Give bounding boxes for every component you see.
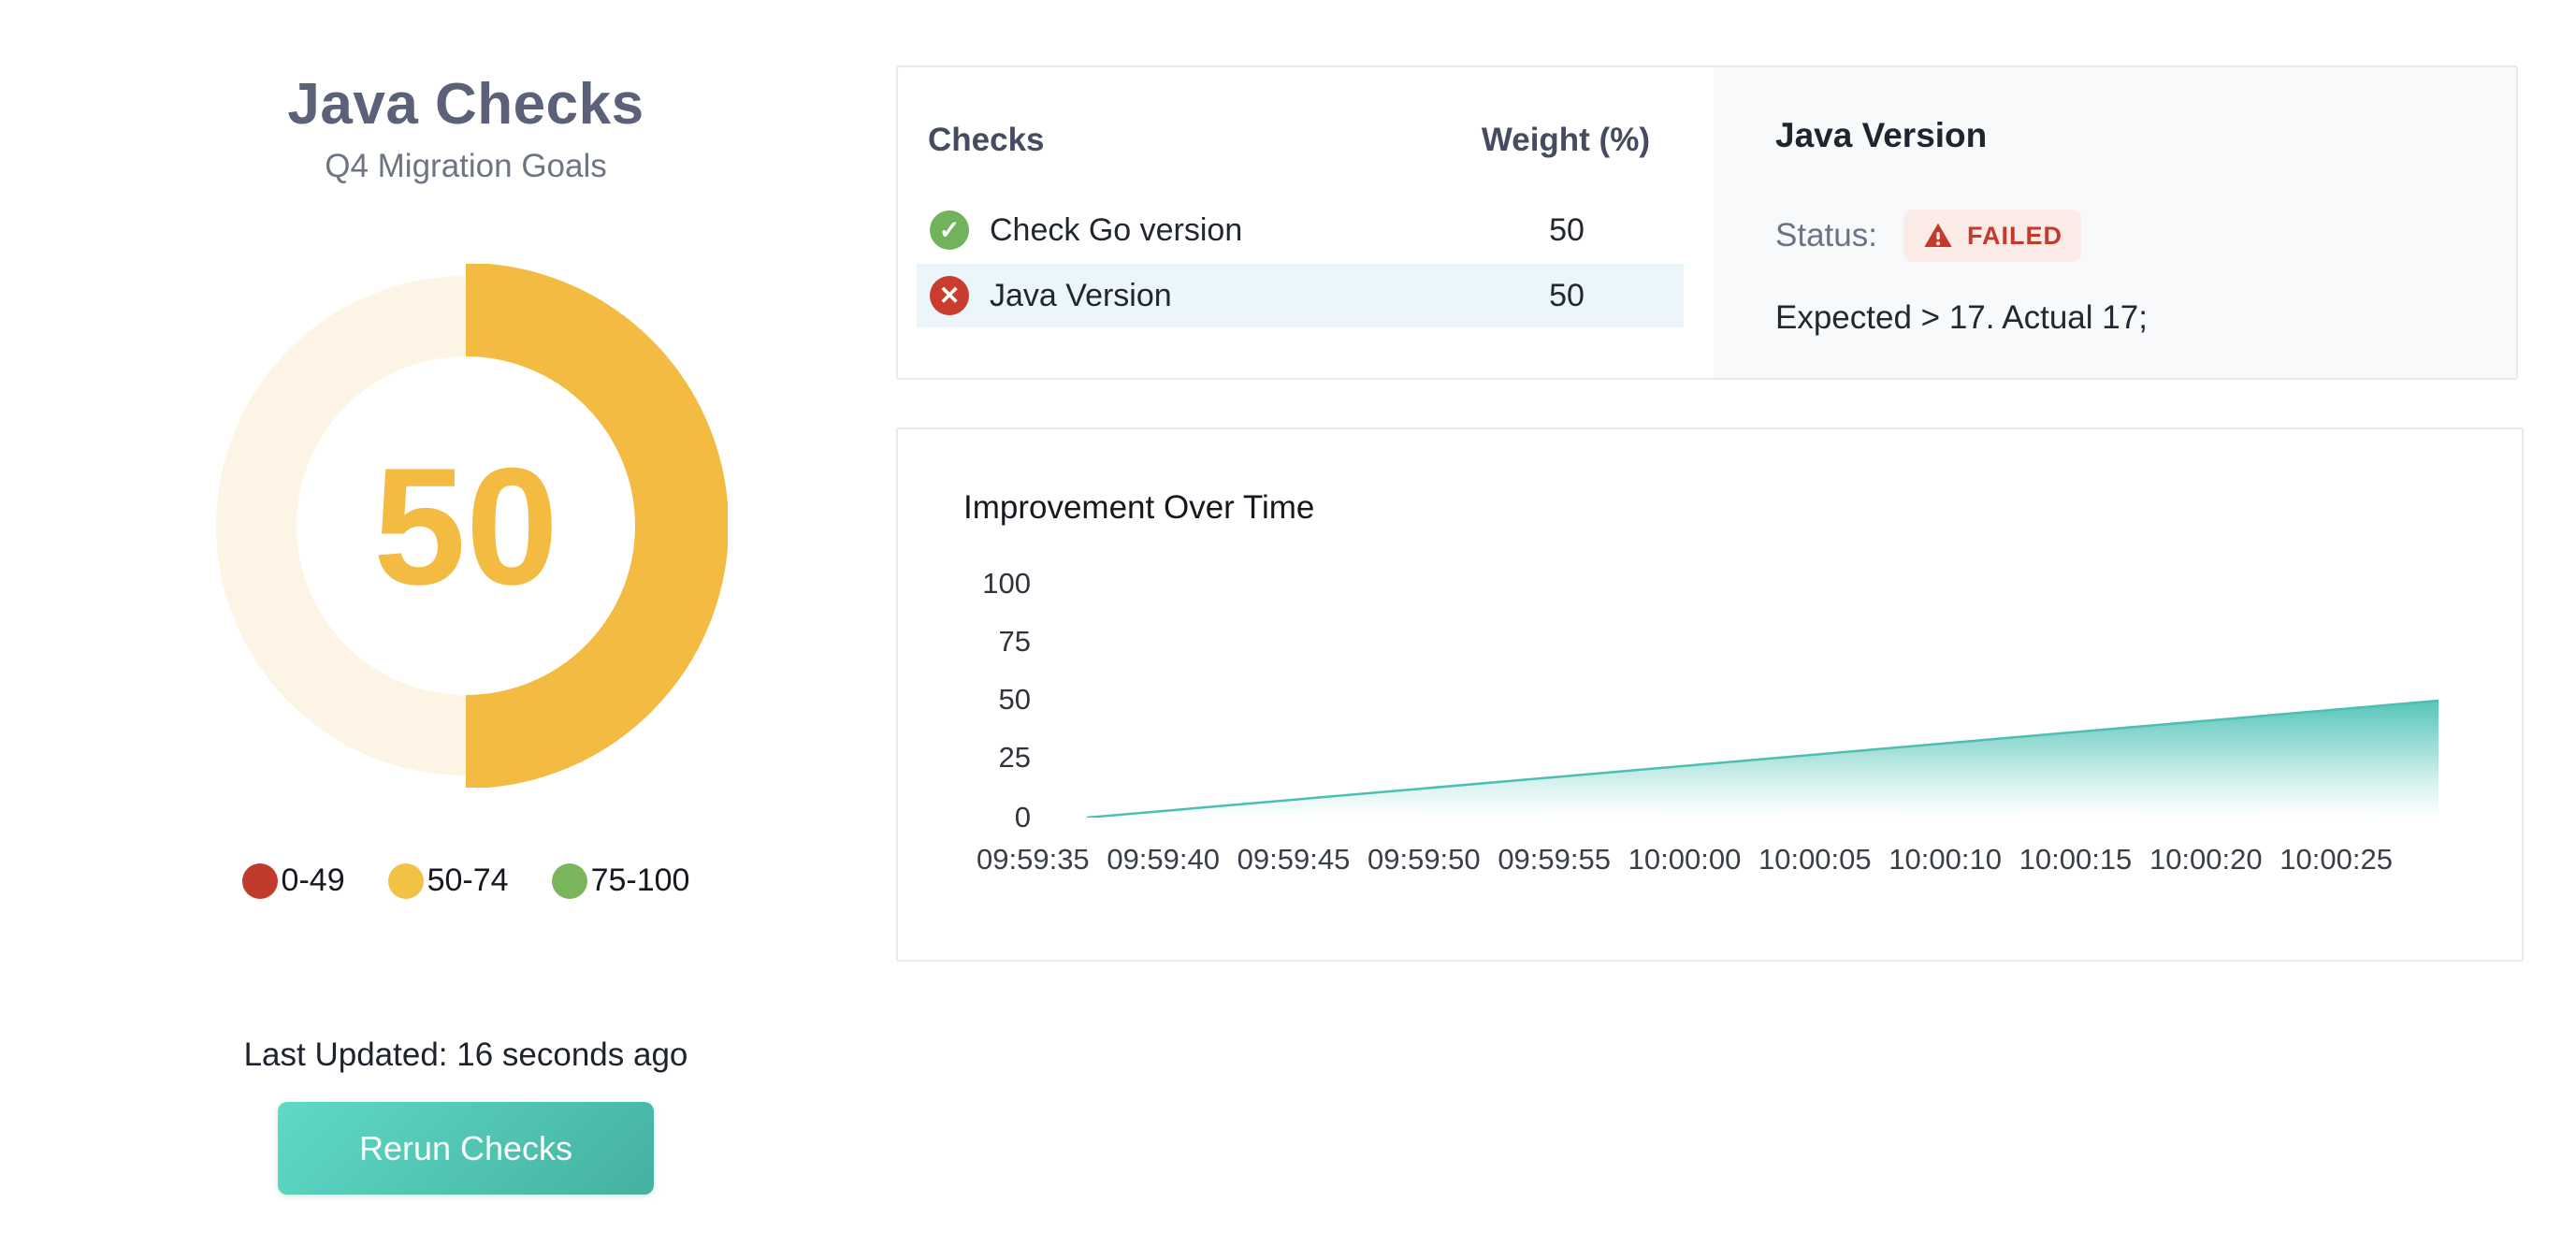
check-name: Check Go version (990, 211, 1243, 248)
check-name: Java Version (990, 277, 1172, 313)
chart-title: Improvement Over Time (963, 489, 1315, 526)
x-tick: 10:00:15 (2019, 843, 2133, 876)
x-tick: 09:59:55 (1498, 843, 1611, 876)
column-header-checks: Checks (928, 122, 1045, 158)
table-row-java-version[interactable]: ✕ Java Version 50 (917, 264, 1684, 327)
x-tick: 09:59:45 (1237, 843, 1351, 876)
x-tick: 10:00:00 (1628, 843, 1742, 876)
detail-title: Java Version (1775, 116, 1988, 154)
legend-label: 75-100 (590, 862, 690, 898)
table-row-check-go-version[interactable]: ✓ Check Go version 50 (917, 198, 1684, 262)
check-detail-panel: Java Version Status: FAILED Expected > 1… (1714, 67, 2516, 378)
last-updated-text: Last Updated: 16 seconds ago (243, 1036, 688, 1073)
legend-red-dot-icon (241, 862, 278, 899)
y-tick: 100 (982, 567, 1031, 600)
warning-triangle-icon (1924, 223, 1952, 247)
y-tick: 0 (1014, 801, 1031, 833)
status-label: Status: (1775, 217, 1877, 254)
page-subtitle: Q4 Migration Goals (325, 148, 607, 184)
check-weight: 50 (1549, 211, 1585, 248)
chart-y-axis: 100 75 50 25 0 (898, 429, 1031, 960)
chart-x-axis: 09:59:35 09:59:40 09:59:45 09:59:50 09:5… (977, 843, 2393, 877)
gauge-score-text: 50 (373, 433, 558, 619)
legend-green-dot-icon (551, 862, 587, 899)
y-tick: 75 (998, 625, 1031, 658)
gauge-legend: 0-49 50-74 75-100 (0, 862, 932, 899)
rerun-checks-button[interactable]: Rerun Checks (278, 1102, 654, 1195)
gauge-donut: 50 (216, 263, 729, 789)
x-tick: 09:59:50 (1367, 843, 1481, 876)
checks-table: Checks Weight (%) ✓ Check Go version 50 … (898, 67, 1714, 378)
x-tick: 09:59:35 (977, 843, 1090, 876)
legend-item-low: 0-49 (241, 862, 345, 899)
improvement-chart-card: Improvement Over Time 100 75 50 25 0 (896, 427, 2524, 962)
x-tick: 09:59:40 (1107, 843, 1220, 876)
chart-plot-area (1087, 584, 2439, 818)
gauge-value-arc (465, 263, 729, 789)
legend-label: 50-74 (427, 862, 509, 898)
column-header-weight: Weight (%) (1481, 122, 1650, 158)
improvement-area-series (1087, 699, 2439, 818)
area-top-line (1087, 699, 2439, 818)
detail-message: Expected > 17. Actual 17; (1775, 299, 2148, 336)
status-badge: FAILED (1903, 210, 2081, 262)
legend-item-mid: 50-74 (387, 862, 509, 899)
checks-card: Checks Weight (%) ✓ Check Go version 50 … (896, 65, 2518, 380)
x-tick: 10:00:25 (2279, 843, 2393, 876)
checks-table-header: Checks Weight (%) (898, 122, 1714, 159)
legend-item-high: 75-100 (551, 862, 690, 899)
x-tick: 10:00:10 (1889, 843, 2002, 876)
score-gauge: 50 (204, 263, 729, 789)
check-failed-icon: ✕ (930, 276, 969, 315)
legend-label: 0-49 (281, 862, 345, 898)
check-weight: 50 (1549, 277, 1585, 313)
page-title: Java Checks (287, 72, 644, 137)
y-tick: 50 (998, 683, 1031, 716)
status-row: Status: FAILED (1775, 210, 2081, 262)
x-tick: 10:00:20 (2149, 843, 2263, 876)
legend-amber-dot-icon (387, 862, 424, 899)
status-badge-text: FAILED (1966, 221, 2062, 250)
x-tick: 10:00:05 (1758, 843, 1872, 876)
check-passed-icon: ✓ (930, 210, 969, 250)
y-tick: 25 (998, 741, 1031, 774)
